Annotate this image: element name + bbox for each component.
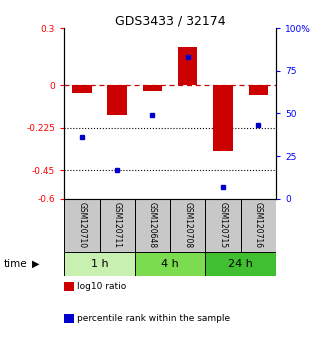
Bar bbox=[205, 199, 241, 252]
Text: GSM120711: GSM120711 bbox=[113, 202, 122, 248]
Bar bbox=[100, 199, 135, 252]
Text: log10 ratio: log10 ratio bbox=[77, 282, 126, 291]
Title: GDS3433 / 32174: GDS3433 / 32174 bbox=[115, 14, 225, 27]
Bar bbox=[143, 85, 162, 91]
Bar bbox=[213, 85, 233, 151]
Bar bbox=[241, 199, 276, 252]
Bar bbox=[108, 85, 127, 115]
Bar bbox=[249, 85, 268, 95]
Text: 1 h: 1 h bbox=[91, 259, 108, 269]
Text: GSM120715: GSM120715 bbox=[219, 202, 228, 248]
Text: GSM120716: GSM120716 bbox=[254, 202, 263, 248]
Bar bbox=[178, 47, 197, 85]
Bar bbox=[135, 199, 170, 252]
Bar bbox=[72, 85, 91, 93]
Text: GSM120648: GSM120648 bbox=[148, 202, 157, 248]
Text: 24 h: 24 h bbox=[228, 259, 253, 269]
Bar bbox=[135, 252, 205, 276]
Text: ▶: ▶ bbox=[32, 259, 39, 269]
Bar bbox=[170, 199, 205, 252]
Bar bbox=[64, 199, 100, 252]
Text: time: time bbox=[3, 259, 27, 269]
Bar bbox=[64, 252, 135, 276]
Text: GSM120708: GSM120708 bbox=[183, 202, 192, 248]
Text: GSM120710: GSM120710 bbox=[77, 202, 86, 248]
Text: 4 h: 4 h bbox=[161, 259, 179, 269]
Text: percentile rank within the sample: percentile rank within the sample bbox=[77, 314, 230, 323]
Bar bbox=[205, 252, 276, 276]
